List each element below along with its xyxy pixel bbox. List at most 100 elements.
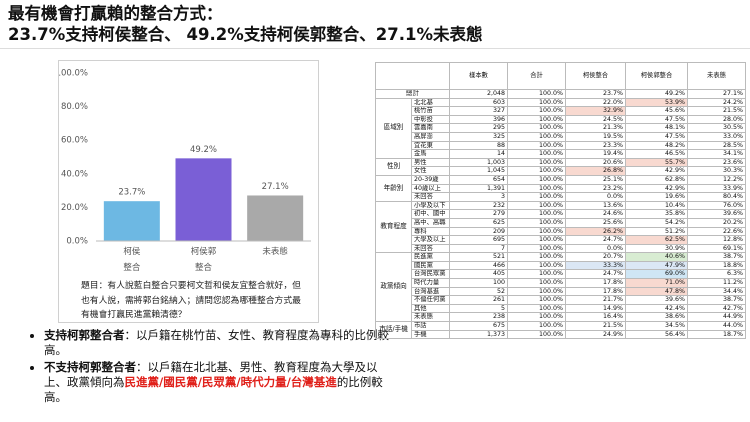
cell: 30.5% — [687, 123, 746, 133]
cell: 40歲以上 — [411, 183, 450, 194]
cell: 未回答 — [411, 243, 450, 254]
row: 高中、高職 625 100.0% 25.6% 54.2% 20.2% — [376, 217, 746, 228]
cell: 台灣基進 — [411, 286, 450, 297]
cell: 28.5% — [687, 140, 746, 151]
total-row: 總計 2,048 100.0% 23.7% 49.2% 27.1% — [375, 89, 746, 99]
cell: 55.7% — [625, 157, 688, 168]
row: 區域別 北北基 603 100.0% 22.0% 53.9% 24.2% — [375, 97, 746, 159]
cell: 34.4% — [687, 286, 746, 297]
group-label: 市話/手機 — [375, 321, 412, 340]
cell: 625 — [449, 217, 508, 228]
cell: 不偏任何黨 — [411, 295, 450, 305]
cell: 35.8% — [625, 209, 688, 219]
row: 時代力量 100 100.0% 17.8% 71.0% 11.2% — [376, 278, 746, 288]
chart-note: 題目：有人說藍白整合只要柯文哲和侯友宜整合就好，但也有人說，需將郭台銘納入；請問… — [81, 281, 301, 320]
group-label: 年齡別 — [375, 174, 412, 202]
cell: 69.0% — [625, 269, 688, 280]
cell: 1,391 — [449, 183, 508, 194]
cell: 20.7% — [565, 252, 626, 262]
cell: 100.0% — [507, 235, 566, 245]
cell: 34.1% — [687, 149, 746, 159]
cell: 金馬 — [411, 149, 450, 159]
cell: 1,003 — [449, 157, 508, 168]
cell: 62.8% — [625, 174, 688, 185]
cell: 25.6% — [565, 217, 626, 228]
cell: 34.5% — [625, 321, 688, 331]
cell: 100.0% — [507, 114, 566, 125]
row: 未回答 7 100.0% 0.0% 30.9% 69.1% — [376, 243, 746, 254]
y-tick-label: 20.0% — [61, 203, 88, 213]
cell: 26.2% — [565, 226, 626, 237]
cell: 48.1% — [625, 123, 688, 133]
bar — [175, 158, 232, 241]
cell: 46.5% — [625, 149, 688, 159]
cell: 總計 — [375, 89, 450, 99]
cell: 宜花東 — [411, 140, 450, 151]
cell: 22.0% — [565, 97, 626, 108]
cell: 100 — [449, 278, 508, 288]
cell: 100.0% — [507, 131, 566, 142]
cell: 24.6% — [565, 209, 626, 219]
cell: 民進黨 — [411, 252, 450, 262]
row: 中彰投 396 100.0% 24.5% 47.5% 28.0% — [376, 114, 746, 125]
cell: 209 — [449, 226, 508, 237]
group-label: 性別 — [375, 157, 412, 176]
cell: 49.2% — [625, 89, 688, 99]
bar — [103, 201, 160, 241]
cell: 未表態 — [411, 312, 450, 323]
cell: 88 — [449, 140, 508, 151]
bullet-text: 的比例較高。 — [44, 375, 383, 404]
cell: 17.8% — [565, 286, 626, 297]
chart-panel: 0.0% 20.0% 40.0% 60.0% 80.0% 100.0% 23.7% 49.2%… — [58, 60, 319, 323]
cell: 23.2% — [565, 183, 626, 194]
title: 最有機會打贏賴的整合方式： 23.7%支持柯侯整合、 49.2%支持柯侯郭整合、… — [8, 3, 482, 45]
cell: 603 — [449, 97, 508, 108]
row: 初中、國中 279 100.0% 24.6% 35.8% 39.6% — [376, 209, 746, 219]
cell: 16.4% — [565, 312, 626, 323]
bullet-lead: 不支持柯郭整合者 — [44, 360, 136, 374]
crosstab: 樣本數 合計 柯侯整合 柯侯郭整合 未表態 總計 2,048 100.0% 23.7% 49.2%… — [375, 62, 746, 340]
value-label: 27.1% — [262, 182, 289, 192]
row: 性別 男性 1,003 100.0% 20.6% 55.7% 23.6% — [375, 157, 746, 176]
cell: 42.7% — [687, 303, 746, 314]
cell: 11.2% — [687, 278, 746, 288]
cell: 13.6% — [565, 200, 626, 211]
cell: 71.0% — [625, 278, 688, 288]
cell: 專科 — [411, 226, 450, 237]
cell: 39.6% — [625, 295, 688, 305]
cell: 高中、高職 — [411, 217, 450, 228]
cell: 高屏澎 — [411, 131, 450, 142]
cell: 100.0% — [507, 183, 566, 194]
y-tick-label: 40.0% — [61, 169, 88, 179]
row: 高屏澎 325 100.0% 19.5% 47.5% 33.0% — [376, 131, 746, 142]
cell: 23.7% — [565, 89, 626, 99]
header-row: 樣本數 合計 柯侯整合 柯侯郭整合 未表態 — [375, 62, 746, 90]
title-line: 最有機會打贏賴的整合方式： — [8, 4, 223, 23]
cell: 38.7% — [687, 252, 746, 262]
cell: 100.0% — [507, 252, 566, 262]
bullet-emphasis: 民進黨/國民黨/民眾黨/時代力量/台灣基進 — [124, 375, 337, 389]
title-line: 23.7%支持柯侯整合、 49.2%支持柯侯郭整合、27.1%未表態 — [8, 25, 483, 44]
cell: 20.2% — [687, 217, 746, 228]
cell: 14.9% — [565, 303, 626, 314]
cell: 100.0% — [507, 243, 566, 254]
row: 雲嘉南 295 100.0% 21.3% 48.1% 30.5% — [376, 123, 746, 133]
cell: 24.9% — [565, 329, 626, 340]
cell: 1,373 — [449, 329, 508, 340]
header-cell — [375, 62, 450, 90]
bullet-text: ：以戶籍在北北基、男性、教育程度為大學及以上、政黨傾向為 — [44, 360, 378, 389]
cell: 22.6% — [687, 226, 746, 237]
cell: 100.0% — [507, 209, 566, 219]
cell: 雲嘉南 — [411, 123, 450, 133]
cell: 初中、國中 — [411, 209, 450, 219]
cell: 100.0% — [507, 157, 566, 168]
cell: 28.0% — [687, 114, 746, 125]
row: 市話/手機 市話 675 100.0% 21.5% 34.5% 44.0% — [375, 321, 746, 340]
row: 大學及以上 695 100.0% 24.7% 62.5% 12.8% — [376, 235, 746, 245]
y-tick-label: 60.0% — [61, 136, 88, 146]
cell: 100.0% — [507, 149, 566, 159]
cell: 100.0% — [507, 260, 566, 271]
cell: 42.9% — [625, 183, 688, 194]
cell: 19.4% — [565, 149, 626, 159]
